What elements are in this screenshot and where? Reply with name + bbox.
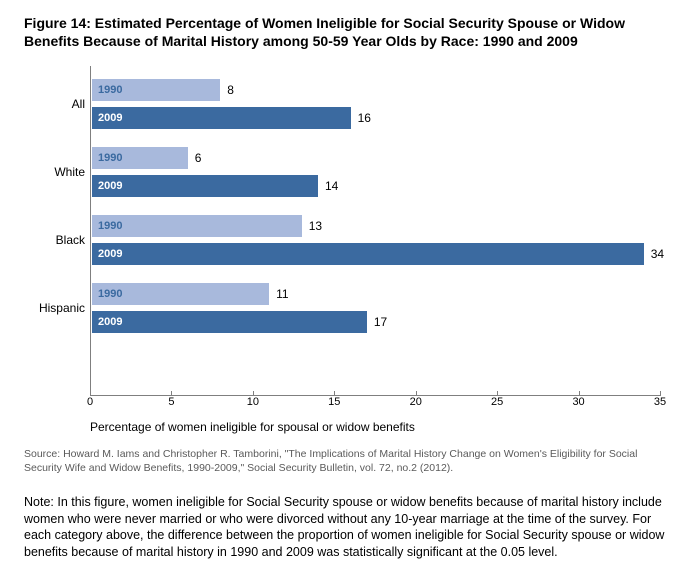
bar-series-label: 2009 (98, 316, 122, 328)
bar-value-label: 34 (651, 247, 664, 261)
x-tick-label: 35 (654, 396, 666, 408)
bar-series-label: 1990 (98, 288, 122, 300)
x-tick-label: 15 (328, 396, 340, 408)
category-label: Hispanic (25, 301, 85, 315)
x-axis-label: Percentage of women ineligible for spous… (90, 420, 676, 434)
bar-series-label: 1990 (98, 220, 122, 232)
bar-value-label: 16 (358, 111, 371, 125)
category-label: All (25, 97, 85, 111)
bar-value-label: 6 (195, 151, 202, 165)
chart-area: All19908200916White19906200914Black19901… (90, 66, 676, 416)
bar: 1990 (91, 282, 270, 306)
bar: 2009 (91, 174, 319, 198)
bar-series-label: 1990 (98, 84, 122, 96)
bar-series-label: 2009 (98, 180, 122, 192)
x-axis-ticks: 05101520253035 (90, 396, 660, 416)
category-label: Black (25, 233, 85, 247)
bar: 1990 (91, 214, 303, 238)
bar-row: 200934 (91, 242, 645, 266)
bar-value-label: 17 (374, 315, 387, 329)
bar-row: 19906 (91, 146, 189, 170)
x-tick-label: 0 (87, 396, 93, 408)
x-tick-label: 20 (410, 396, 422, 408)
x-tick-label: 25 (491, 396, 503, 408)
x-tick-label: 10 (247, 396, 259, 408)
bar: 2009 (91, 242, 645, 266)
bar-row: 200914 (91, 174, 319, 198)
source-text: Source: Howard M. Iams and Christopher R… (24, 448, 676, 475)
bar-series-label: 2009 (98, 112, 122, 124)
bar-row: 19908 (91, 78, 221, 102)
bar-value-label: 14 (325, 179, 338, 193)
bar-value-label: 11 (276, 287, 288, 301)
bar-series-label: 2009 (98, 248, 122, 260)
bar-row: 199013 (91, 214, 303, 238)
bar: 1990 (91, 78, 221, 102)
figure-title: Figure 14: Estimated Percentage of Women… (24, 14, 676, 50)
bar: 1990 (91, 146, 189, 170)
category-label: White (25, 165, 85, 179)
note-text: Note: In this figure, women ineligible f… (24, 494, 676, 562)
bar-series-label: 1990 (98, 152, 122, 164)
bar-row: 199011 (91, 282, 270, 306)
bar-value-label: 13 (309, 219, 322, 233)
bar: 2009 (91, 106, 352, 130)
bar-value-label: 8 (227, 83, 234, 97)
x-tick-label: 30 (572, 396, 584, 408)
plot-region: All19908200916White19906200914Black19901… (90, 66, 660, 396)
bar-row: 200917 (91, 310, 368, 334)
bar: 2009 (91, 310, 368, 334)
x-tick-label: 5 (168, 396, 174, 408)
bar-row: 200916 (91, 106, 352, 130)
